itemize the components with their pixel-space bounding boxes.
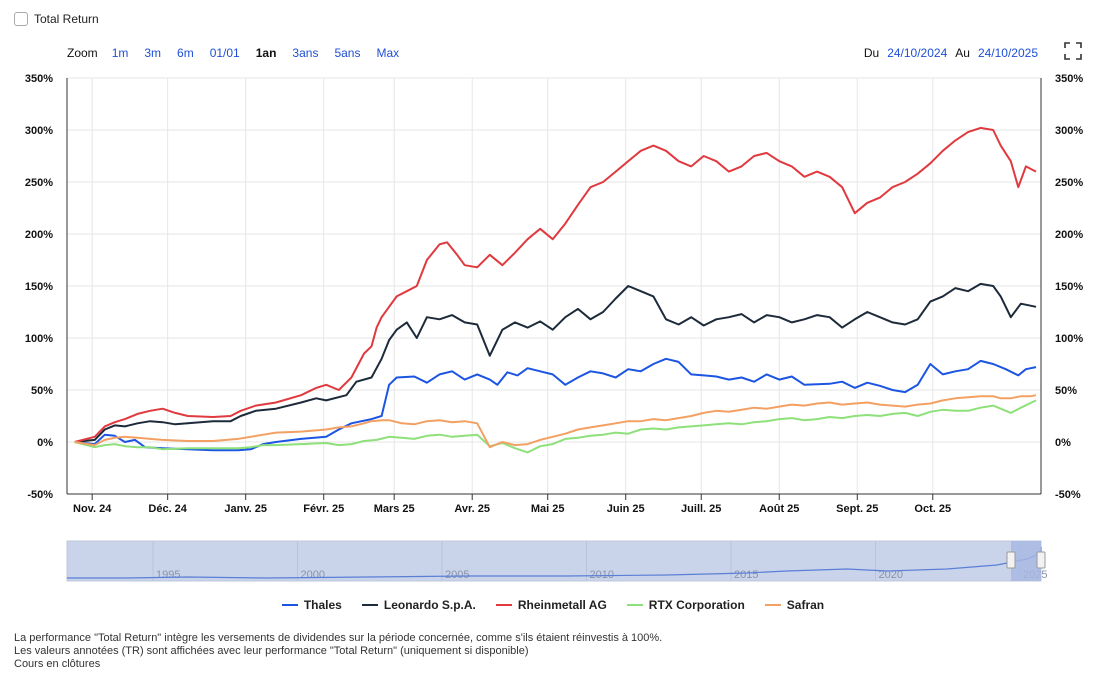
zoom-max-button[interactable]: Max	[376, 46, 400, 60]
legend-swatch-rheinmetall	[495, 604, 512, 606]
y-axis-right: -50% 0% 50% 100% 150% 200% 250% 300% 350%	[1055, 73, 1083, 501]
legend-swatch-safran	[764, 604, 781, 606]
x-tick-label: Janv. 25	[224, 503, 267, 515]
x-tick-label: Févr. 25	[303, 503, 344, 515]
x-axis: Nov. 24 Déc. 24 Janv. 25 Févr. 25 Mars 25 Avr…	[66, 78, 1042, 515]
y-tick-label-right: -50%	[1055, 489, 1081, 501]
legend-label-rheinmetall: Rheinmetall AG	[517, 598, 607, 612]
series-line-safran	[74, 394, 1037, 449]
series-lines	[74, 126, 1037, 454]
y-tick-label-right: 350%	[1055, 73, 1083, 85]
legend-swatch-leonardo	[361, 604, 378, 606]
navigator-tick-label: 1995	[156, 569, 180, 581]
total-return-toggle[interactable]: Total Return	[14, 12, 99, 26]
y-tick-label-right: 250%	[1055, 177, 1083, 189]
y-tick-label-left: 0%	[37, 437, 53, 449]
footnote-closing-prices: Cours en clôtures	[14, 658, 101, 670]
y-tick-label-left: 350%	[25, 73, 53, 85]
range-to-label: Au	[955, 46, 970, 60]
navigator-tick-label: 2020	[879, 569, 903, 581]
y-tick-label-right: 150%	[1055, 281, 1083, 293]
navigator-tick-label: 2010	[590, 569, 614, 581]
legend: Thales Leonardo S.p.A. Rheinmetall AG RT…	[0, 598, 1106, 612]
legend-label-rtx: RTX Corporation	[648, 598, 745, 612]
zoom-5y-button[interactable]: 5ans	[334, 46, 361, 60]
legend-label-leonardo: Leonardo S.p.A.	[383, 598, 476, 612]
navigator: 1995200020052010201520202025	[66, 540, 1047, 582]
legend-rheinmetall[interactable]: Rheinmetall AG	[495, 598, 607, 612]
x-tick-label: Mars 25	[374, 503, 415, 515]
y-tick-label-right: 0%	[1055, 437, 1071, 449]
zoom-3y-button[interactable]: 3ans	[292, 46, 319, 60]
total-return-checkbox[interactable]	[14, 12, 28, 26]
grid	[67, 77, 1041, 495]
y-tick-label-left: 250%	[25, 177, 53, 189]
navigator-tick-label: 2015	[734, 569, 758, 581]
y-tick-label-left: -50%	[27, 489, 53, 501]
series-line-rtx-corporation	[74, 399, 1037, 454]
total-return-label: Total Return	[34, 12, 99, 26]
y-tick-label-left: 150%	[25, 281, 53, 293]
navigator-selected-range	[1011, 541, 1041, 581]
x-tick-label: Déc. 24	[148, 503, 187, 515]
legend-label-thales: Thales	[303, 598, 342, 612]
x-tick-label: Oct. 25	[914, 503, 951, 515]
zoom-6m-button[interactable]: 6m	[177, 46, 194, 60]
range-to-input[interactable]: 24/10/2025	[977, 46, 1038, 60]
zoom-label: Zoom	[67, 46, 98, 60]
series-line-leonardo-s-p-a	[74, 282, 1037, 443]
y-tick-label-right: 100%	[1055, 333, 1083, 345]
series-line-rheinmetall-ag	[74, 126, 1037, 443]
navigator-handle-left[interactable]	[1006, 551, 1016, 569]
navigator-tick-label: 2005	[445, 569, 469, 581]
x-tick-label: Mai 25	[531, 503, 565, 515]
y-tick-label-left: 100%	[25, 333, 53, 345]
date-range: Du 24/10/2024 Au 24/10/2025	[864, 46, 1038, 60]
legend-rtx[interactable]: RTX Corporation	[626, 598, 745, 612]
zoom-ytd-button[interactable]: 01/01	[209, 46, 240, 60]
x-tick-label: Avr. 25	[454, 503, 490, 515]
navigator-background	[66, 540, 1042, 582]
x-tick-label: Août 25	[759, 503, 799, 515]
legend-leonardo[interactable]: Leonardo S.p.A.	[361, 598, 476, 612]
y-tick-label-left: 300%	[25, 125, 53, 137]
legend-safran[interactable]: Safran	[764, 598, 825, 612]
navigator-tick-label: 2000	[301, 569, 325, 581]
zoom-bar: Zoom 1m 3m 6m 01/01 1an 3ans 5ans Max	[67, 46, 415, 60]
navigator-handle-right[interactable]	[1036, 551, 1046, 569]
legend-swatch-thales	[281, 604, 298, 606]
zoom-1m-button[interactable]: 1m	[111, 46, 129, 60]
range-from-label: Du	[863, 46, 880, 60]
y-tick-label-left: 50%	[31, 385, 53, 397]
x-tick-label: Juin 25	[607, 503, 645, 515]
x-tick-label: Nov. 24	[73, 503, 112, 515]
y-tick-label-left: 200%	[25, 229, 53, 241]
footnote-annotated-values: Les valeurs annotées (TR) sont affichées…	[14, 645, 529, 657]
zoom-3m-button[interactable]: 3m	[144, 46, 162, 60]
y-tick-label-right: 50%	[1055, 385, 1077, 397]
footnote-total-return: La performance "Total Return" intègre le…	[14, 632, 663, 644]
y-tick-label-right: 300%	[1055, 125, 1083, 137]
y-tick-label-right: 200%	[1055, 229, 1083, 241]
zoom-1y-button[interactable]: 1an	[255, 46, 277, 60]
x-tick-label: Sept. 25	[836, 503, 878, 515]
range-from-input[interactable]: 24/10/2024	[887, 46, 948, 60]
legend-swatch-rtx	[626, 604, 643, 606]
legend-label-safran: Safran	[786, 598, 825, 612]
legend-thales[interactable]: Thales	[281, 598, 342, 612]
x-tick-label: Juill. 25	[681, 503, 721, 515]
y-axis-left: -50% 0% 50% 100% 150% 200% 250% 300% 350%	[25, 73, 53, 501]
fullscreen-icon[interactable]	[1064, 42, 1082, 60]
footnotes: La performance "Total Return" intègre le…	[14, 632, 662, 671]
